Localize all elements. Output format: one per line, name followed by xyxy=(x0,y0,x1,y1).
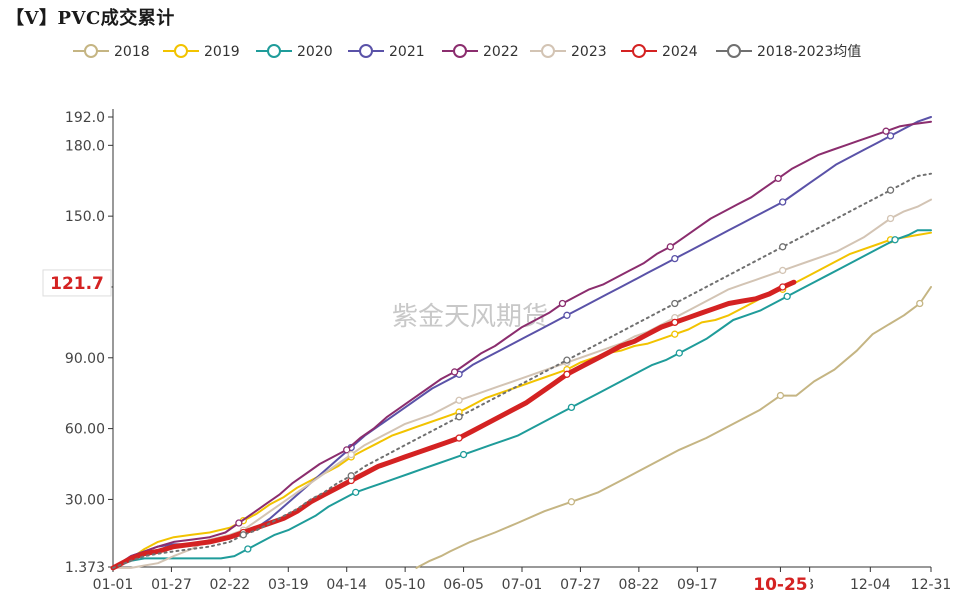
series-line-2020 xyxy=(112,229,932,569)
series-point-2023 xyxy=(886,214,895,223)
x-tick-label: 07-27 xyxy=(560,577,601,593)
series-point-2024 xyxy=(671,318,679,327)
y-marker-box xyxy=(42,269,112,297)
legend-symbol-2018-2023均值 xyxy=(727,44,741,58)
series-point-2018-2023均值 xyxy=(347,472,355,480)
series-point-2018 xyxy=(567,498,576,506)
y-tick-label: 1.373 xyxy=(65,560,105,576)
legend-symbol-2019 xyxy=(174,44,188,58)
series-point-2021 xyxy=(563,311,571,319)
y-tick-label: 30.00 xyxy=(65,492,105,508)
series-point-2018-2023均值 xyxy=(671,299,679,308)
series-point-2020 xyxy=(891,236,899,244)
legend-label-2021: 2021 xyxy=(389,44,425,60)
legend-symbol-2022 xyxy=(453,44,467,58)
legend-label-2022: 2022 xyxy=(483,44,519,60)
x-tick-label: 06-05 xyxy=(443,577,484,593)
x-tick-label: 02-22 xyxy=(210,577,251,593)
legend-label-2019: 2019 xyxy=(204,44,240,60)
markers-group: 121.7 10-25 xyxy=(42,269,811,597)
series-point-2018 xyxy=(776,391,785,400)
series-group xyxy=(110,116,932,571)
series-point-2024 xyxy=(779,283,787,291)
series-line-2018 xyxy=(415,286,932,569)
watermark: 紫金天风期货 xyxy=(392,302,548,332)
series-point-2022 xyxy=(235,519,243,527)
series-point-2023 xyxy=(779,266,787,275)
x-marker-box xyxy=(750,573,811,597)
legend-symbol-2020 xyxy=(267,44,281,58)
series-point-2018-2023均值 xyxy=(239,531,247,539)
x-tick-label: 01-27 xyxy=(151,577,192,593)
y-tick-label: 90.00 xyxy=(65,351,105,367)
series-point-2021 xyxy=(886,132,895,140)
series-point-2020 xyxy=(459,450,468,459)
series-point-2018-2023均值 xyxy=(779,243,787,251)
y-marker-label: 121.7 xyxy=(50,274,104,294)
legend[interactable]: 2018 2019 2020 2021 2022 2023 2024 2018-2023均值 xyxy=(73,44,861,60)
x-tick-label: 12-04 xyxy=(850,577,891,593)
legend-symbol-2023 xyxy=(541,44,555,58)
series-line-2021 xyxy=(112,116,932,569)
series-point-2020 xyxy=(352,488,360,496)
axes: 1.37330.0060.0090.00120.0150.0180.0192.0… xyxy=(65,109,951,593)
series-point-2018-2023均值 xyxy=(455,413,463,421)
x-tick-label: 03-19 xyxy=(268,577,309,593)
legend-label-2018-2023均值: 2018-2023均值 xyxy=(757,44,861,60)
y-tick-label: 192.0 xyxy=(65,110,105,126)
legend-symbol-2024 xyxy=(632,44,646,58)
x-tick-label: 12-31 xyxy=(911,577,952,593)
series-point-2020 xyxy=(567,403,576,412)
y-tick-label: 180.0 xyxy=(65,138,105,154)
legend-label-2020: 2020 xyxy=(297,44,333,60)
series-point-2023 xyxy=(455,396,463,404)
x-marker-label: 10-25 xyxy=(753,575,807,595)
legend-label-2024: 2024 xyxy=(662,44,698,60)
x-tick-label: 09-17 xyxy=(677,577,718,593)
series-point-2020 xyxy=(783,292,791,301)
series-point-2024 xyxy=(455,434,463,442)
series-line-2023 xyxy=(112,198,932,569)
chart-title: 【V】PVC成交累计 xyxy=(6,8,175,29)
x-tick-label: 04-14 xyxy=(326,577,367,593)
series-point-2021 xyxy=(671,254,679,263)
x-tick-label: 05-10 xyxy=(385,577,426,593)
legend-label-2018: 2018 xyxy=(114,44,150,60)
series-point-2022 xyxy=(882,127,890,135)
legend-label-2023: 2023 xyxy=(571,44,607,60)
legend-symbol-2018 xyxy=(84,44,98,58)
series-point-2020 xyxy=(244,545,252,553)
series-line-2018-2023均值 xyxy=(112,172,932,569)
y-tick-label: 60.00 xyxy=(65,422,105,438)
x-tick-label: 08-22 xyxy=(619,577,660,593)
y-tick-label: 150.0 xyxy=(65,209,105,225)
series-point-2020 xyxy=(675,349,683,357)
legend-symbol-2021 xyxy=(359,44,373,58)
series-point-2021 xyxy=(779,198,787,206)
series-line-2019 xyxy=(112,231,932,569)
series-line-2022 xyxy=(112,120,932,569)
series-point-2022 xyxy=(558,299,567,308)
series-point-2022 xyxy=(666,243,674,251)
series-point-2022 xyxy=(450,368,459,376)
series-point-2019 xyxy=(671,330,679,338)
x-tick-label: 07-01 xyxy=(502,577,543,593)
series-point-2018-2023均值 xyxy=(563,356,571,364)
series-point-2018-2023均值 xyxy=(886,186,895,194)
series-point-2024 xyxy=(563,370,571,378)
series-point-2018 xyxy=(916,299,924,308)
series-point-2023 xyxy=(347,450,355,459)
series-point-2022 xyxy=(343,446,351,454)
series-point-2022 xyxy=(774,174,782,183)
x-tick-label: 01-01 xyxy=(93,577,134,593)
